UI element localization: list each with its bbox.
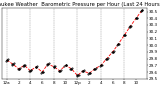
Title: Milwaukee Weather  Barometric Pressure per Hour (Last 24 Hours): Milwaukee Weather Barometric Pressure pe… bbox=[0, 2, 160, 7]
